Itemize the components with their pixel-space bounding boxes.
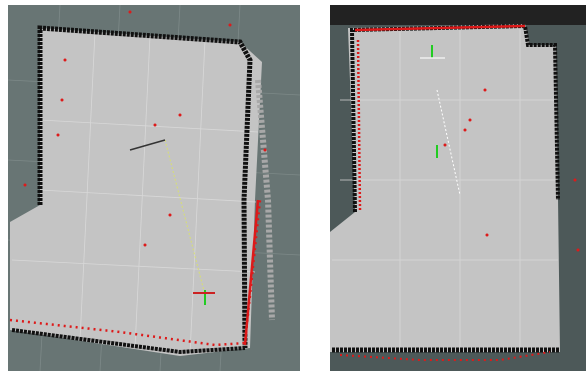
laser-point: [154, 124, 157, 127]
laser-point: [57, 134, 60, 137]
laser-point: [61, 99, 64, 102]
left-map-panel: [8, 5, 300, 371]
free-space: [10, 28, 262, 356]
unknown-region: [330, 5, 586, 25]
laser-point: [444, 144, 447, 147]
laser-point: [464, 129, 467, 132]
laser-point: [574, 179, 577, 182]
laser-point: [129, 11, 132, 14]
laser-point: [169, 214, 172, 217]
laser-point: [264, 149, 267, 152]
page: (() => { const data = JSON.parse(documen…: [0, 0, 586, 371]
laser-point: [577, 249, 580, 252]
laser-point: [24, 184, 27, 187]
laser-point: [179, 114, 182, 117]
laser-point: [484, 89, 487, 92]
free-space: [330, 24, 560, 352]
laser-point: [229, 24, 232, 27]
right-map-panel: [330, 5, 586, 371]
laser-point: [469, 119, 472, 122]
figure: [0, 0, 586, 371]
laser-point: [64, 59, 67, 62]
laser-point: [144, 244, 147, 247]
laser-point: [486, 234, 489, 237]
